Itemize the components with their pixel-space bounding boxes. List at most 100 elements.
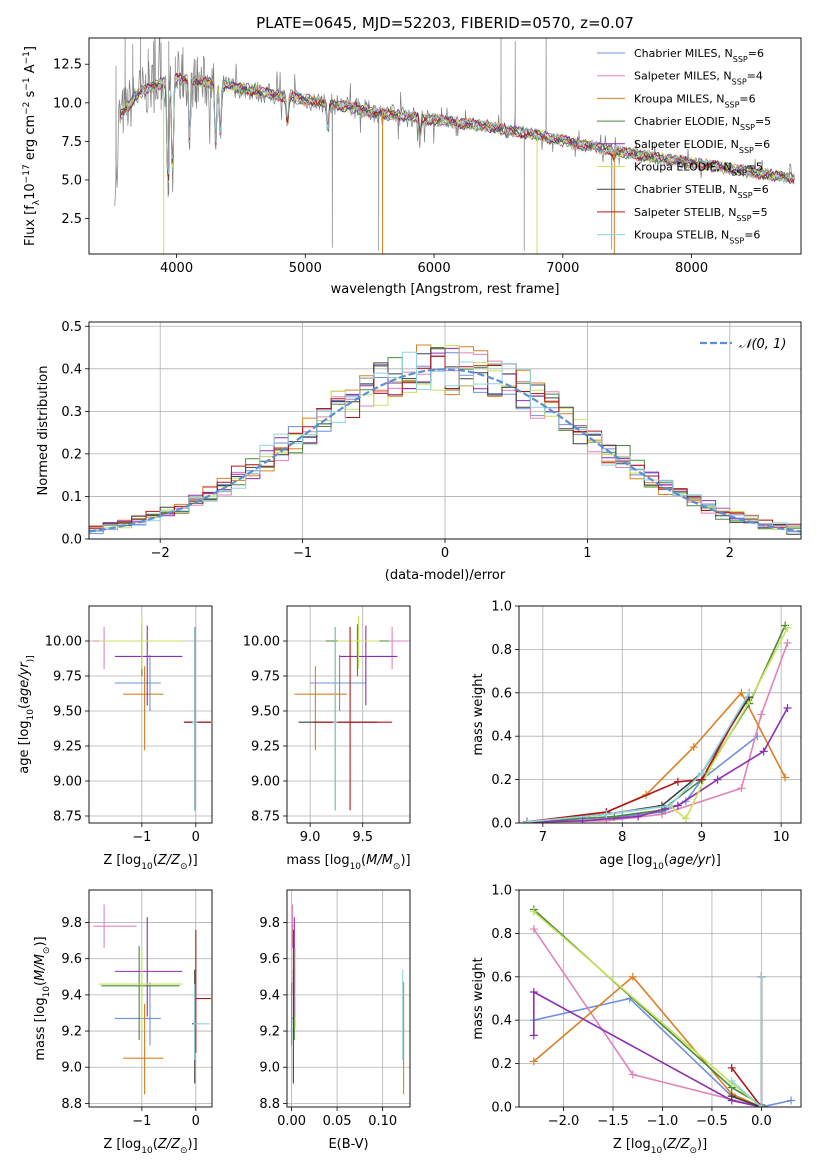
y-tick-label: 9.75	[251, 670, 280, 685]
legend-sub: SSP	[736, 213, 751, 222]
y-tick-label: 9.25	[251, 740, 280, 755]
weight-point	[737, 784, 746, 793]
x-tick-label: 0	[192, 830, 200, 845]
x-axis-label-part: age [log	[599, 853, 652, 868]
model-spectrum-line	[119, 73, 795, 183]
weight-point	[697, 769, 706, 778]
y-tick-label: 9.4	[259, 988, 280, 1003]
y-tick-label: 9.2	[259, 1025, 280, 1040]
x-tick-label: 7	[539, 830, 547, 845]
y-tick-label: 9.00	[53, 775, 82, 790]
x-tick-label: 1	[583, 546, 591, 561]
legend-tail: =5	[755, 115, 771, 128]
x-tick-label: 0.10	[368, 1114, 397, 1129]
y-tick-label: 9.75	[53, 670, 82, 685]
y-tick-label: 9.25	[53, 740, 82, 755]
y-tick-label: 9.2	[61, 1025, 82, 1040]
weight-line	[533, 975, 762, 1107]
y-tick-label: 0.6	[491, 970, 512, 985]
weight-line	[533, 908, 762, 1106]
y-axis-label-part: erg cm	[23, 115, 38, 164]
x-axis-label-part: )]	[711, 853, 721, 868]
weight-point	[781, 773, 790, 782]
weight-point	[681, 814, 690, 823]
y-tick-label: 1.0	[491, 884, 512, 899]
y-tick-label: 8.75	[53, 810, 82, 825]
chart-age-vs-Z: −1 0 8.75 9.00 9.25 9.50 9.75 10.00	[45, 605, 213, 845]
y-tick-label: 0.5	[61, 320, 82, 335]
y-tick-label: 0.4	[491, 730, 512, 745]
weight-point	[578, 816, 587, 823]
y-tick-label: 9.6	[61, 952, 82, 967]
y-tick-label: 0.2	[61, 447, 82, 462]
weight-point	[673, 777, 682, 786]
x-axis-label: wavelength [Angstrom, rest frame]	[331, 282, 560, 297]
x-axis-label-part: Z/Z	[157, 1137, 181, 1152]
chart-weight-vs-age: 7 8 9 10 0.0 0.2 0.4 0.6 0.8 1.0	[491, 600, 802, 845]
x-tick-label: 2	[726, 546, 734, 561]
legend-base: Kroupa STELIB, N	[634, 229, 729, 242]
plot-area-weight-vs-age	[522, 621, 792, 823]
model-spectrum-line	[119, 72, 795, 183]
y-axis-label-part: ⊙	[42, 947, 52, 955]
weight-point	[727, 1063, 736, 1072]
y-tick-label: 9.0	[61, 1061, 82, 1076]
y-tick-label: 10.0	[53, 96, 82, 111]
x-axis-label-part: Z/Z	[157, 853, 181, 868]
chart-weight-vs-Z: −2.0 −1.5 −1.0 −0.5 0.0 0.0 0.2 0.4 0.6 0.8 1.0	[491, 884, 802, 1129]
x-axis-label-part: ⊙	[393, 862, 401, 872]
y-tick-label: 9.50	[53, 705, 82, 720]
x-axis-label-part: age/yr	[669, 853, 712, 868]
weight-point	[783, 638, 792, 647]
legend-base: Kroupa ELODIE, N	[634, 161, 732, 174]
x-axis-label-part: Z [log	[103, 1137, 141, 1152]
legend-tail: =5	[751, 206, 767, 219]
legend-entry: Kroupa ELODIE, NSSP=5	[634, 161, 763, 178]
y-tick-label: 9.4	[61, 988, 82, 1003]
y-axis-label-part: −1	[22, 51, 32, 64]
x-axis-label-part: mass [log	[286, 853, 349, 868]
x-tick-label: −1	[132, 830, 151, 845]
y-axis-label-part: A	[23, 64, 38, 77]
y-axis-label-part: age [log	[17, 720, 32, 773]
x-tick-label: 4000	[160, 261, 193, 276]
y-axis-label-part: Flux [f	[23, 205, 38, 246]
normal-curve	[89, 368, 801, 533]
weight-line	[533, 928, 762, 1107]
plot-area-spectrum	[114, 38, 795, 254]
x-axis-label-part: ⊙	[689, 1146, 697, 1156]
chart-spectrum: 4000 5000 6000 7000 8000 2.5 5.0 7.5 10.0 12.5	[53, 37, 802, 276]
weight-point	[737, 688, 746, 697]
weight-point	[628, 972, 637, 981]
y-axis-label-part: )]	[33, 936, 48, 946]
y-axis-label: mass [log10(M/M⊙)]	[33, 936, 52, 1060]
y-axis-label-part: s	[23, 90, 38, 101]
chart-age-vs-mass: 9.0 9.5 8.75 9.00 9.25 9.50 9.75 10.00	[243, 605, 411, 845]
legend-base: Chabrier MILES, N	[634, 47, 733, 60]
x-axis-label-part: (	[664, 853, 669, 868]
y-tick-label: 10.00	[243, 635, 280, 650]
y-tick-label: 0.3	[61, 405, 82, 420]
y-tick-label: 9.8	[259, 916, 280, 931]
legend-entry: Chabrier MILES, NSSP=6	[634, 47, 764, 64]
legend-tail: =6	[744, 229, 760, 242]
chart-mass-vs-ebv: 0.00 0.05 0.10 8.8 9.0 9.2 9.4 9.6 9.8	[259, 889, 411, 1129]
x-tick-label: 10	[773, 830, 790, 845]
y-tick-label: 9.50	[251, 705, 280, 720]
plot-area-residuals	[89, 344, 801, 539]
x-axis-label-part: (	[662, 1137, 667, 1152]
y-axis-label-part: −1	[22, 77, 32, 90]
legend-base: Salpeter STELIB, N	[634, 206, 736, 219]
x-tick-label: 8000	[675, 261, 708, 276]
x-tick-label: −1	[293, 546, 312, 561]
y-tick-label: 9.00	[251, 775, 280, 790]
x-axis-label: age [log10(age/yr)]	[599, 853, 721, 872]
y-axis-label-part: (	[17, 704, 32, 709]
y-axis-label-part: age/yr	[17, 661, 32, 704]
legend-entry: Kroupa STELIB, NSSP=6	[634, 229, 760, 246]
weight-point	[529, 987, 538, 996]
y-axis-label-part: λ	[32, 199, 42, 205]
y-axis-label-part: 10	[26, 709, 36, 721]
y-axis-label: Flux [fλ10−17 erg cm−2 s−1 A−1]	[22, 46, 42, 246]
